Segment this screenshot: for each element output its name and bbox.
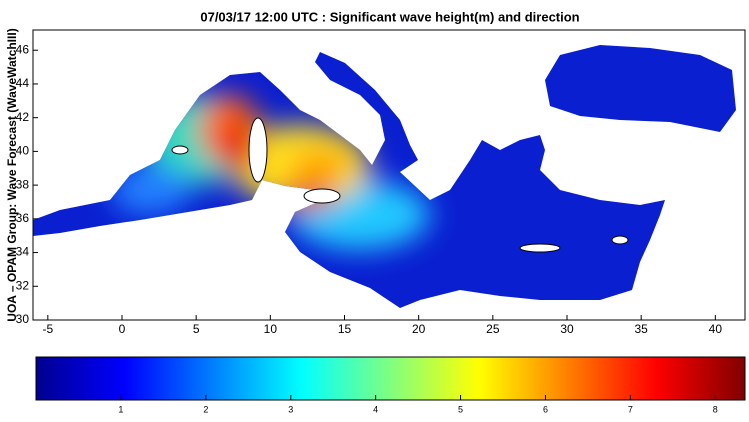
y-tick-label: 40 [16,144,30,158]
colorbar-tick-label: 3 [288,404,293,414]
y-tick-label: 32 [16,278,30,292]
map-frame [32,29,746,321]
x-tick-label: 15 [338,322,352,336]
y-tick-label: 34 [16,245,30,259]
colorbar-tick-label: 2 [203,404,208,414]
y-axis-label: UOA – OPAM Group: Wave Forecast (WaveWat… [5,28,19,321]
colorbar-tick-label: 7 [628,404,633,414]
colorbar-tick-label: 1 [118,404,123,414]
x-tick-label: 25 [486,322,500,336]
title: 07/03/17 12:00 UTC : Significant wave he… [200,9,579,24]
y-tick-label: 30 [16,312,30,326]
colorbar-tick-label: 6 [543,404,548,414]
y-tick-label: 42 [16,110,30,124]
x-tick-label: 0 [119,322,126,336]
x-tick-label: 5 [193,322,200,336]
colorbar [35,356,746,401]
x-tick-label: 30 [560,322,574,336]
x-tick-label: 10 [264,322,278,336]
y-tick-label: 44 [16,76,30,90]
colorbar-tick-label: 4 [373,404,378,414]
x-tick-label: 40 [709,322,723,336]
colorbar-tick-label: 5 [458,404,463,414]
islands [171,117,629,253]
x-tick-label: 35 [634,322,648,336]
colorbar-tick-label: 8 [713,404,718,414]
x-tick-label: 20 [412,322,426,336]
y-tick-label: 38 [16,177,30,191]
x-tick-label: -5 [42,322,53,336]
y-tick-label: 36 [16,211,30,225]
y-tick-label: 46 [16,42,30,56]
